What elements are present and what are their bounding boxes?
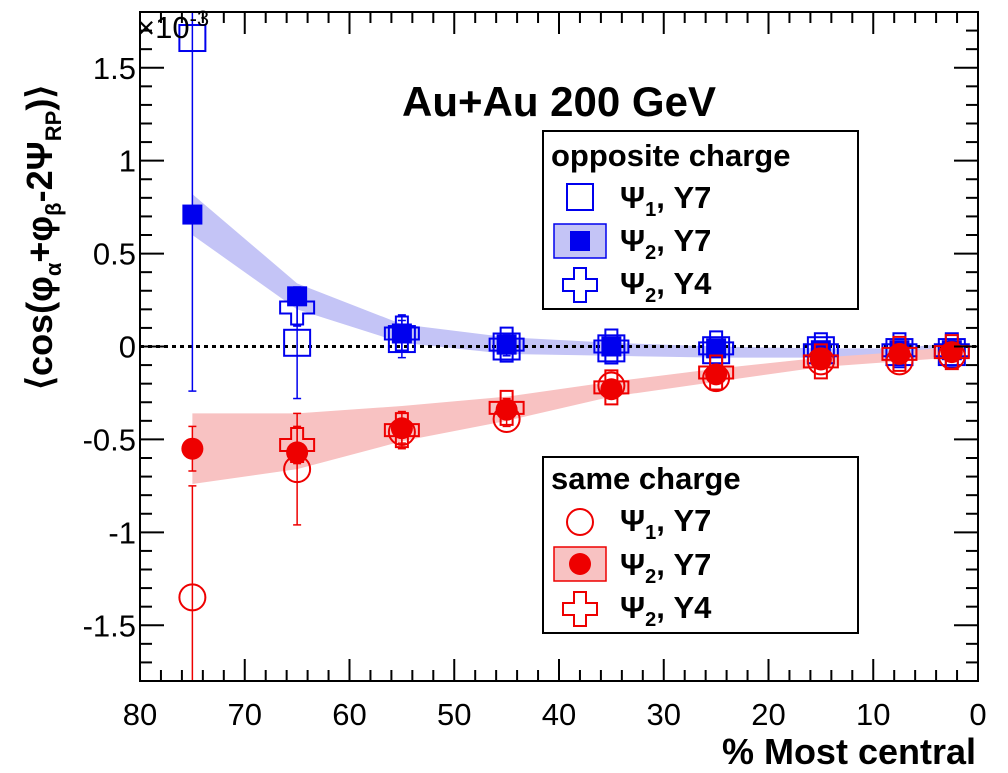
x-tick-label: 50 xyxy=(437,697,471,732)
opposite-psi1-y7-marker xyxy=(283,328,312,357)
opposite-psi1-y7-marker xyxy=(597,334,626,363)
legend-same-charge: same charge Ψ1, Y7 Ψ2, Y7 Ψ2, Y4 xyxy=(542,456,859,634)
y-tick-label: 1.5 xyxy=(93,51,136,86)
x-tick-label: 20 xyxy=(751,697,785,732)
opposite-psi1-y7-marker xyxy=(885,338,914,367)
legend-label: Ψ2, Y4 xyxy=(620,266,712,307)
legend-opposite-charge: opposite charge Ψ1, Y7 Ψ2, Y7 Ψ2, Y4 xyxy=(542,130,859,310)
opposite-psi2-y4-marker xyxy=(593,328,630,365)
x-tick-label: 70 xyxy=(228,697,262,732)
band-opposite-psi2-y7 xyxy=(192,194,952,360)
legend-marker-filled-square xyxy=(570,231,590,251)
x-axis-title: % Most central xyxy=(722,731,976,772)
bands-layer xyxy=(192,194,952,485)
same-psi1-y7-marker xyxy=(806,347,835,376)
opposite-psi2-y4-marker xyxy=(279,289,316,326)
opposite-psi2-y7-marker xyxy=(182,204,203,225)
same-psi1-y7-marker xyxy=(178,583,207,612)
same-psi2-y7-marker xyxy=(181,437,204,460)
y-exponent-label: ×10-3 xyxy=(137,6,209,45)
same-psi2-y4-marker xyxy=(593,369,630,406)
opposite-psi2-y4-marker xyxy=(383,315,420,352)
x-tick-label: 30 xyxy=(647,697,681,732)
y-tick-label: -1 xyxy=(108,515,136,550)
same-psi2-y4-marker xyxy=(802,343,839,380)
same-psi2-y4-marker xyxy=(383,412,420,449)
x-tick-label: 60 xyxy=(332,697,366,732)
same-psi2-y7-marker xyxy=(286,441,309,464)
same-psi2-y4-marker xyxy=(488,389,525,426)
opposite-psi1-y7-marker xyxy=(492,332,521,361)
tick-labels-layer: 80 70 60 50 40 30 20 10 0 1.5 1 0.5 0 -0.5 -1 -1.5 xyxy=(83,51,987,732)
legend-label: Ψ2, Y4 xyxy=(620,590,712,631)
legend-band-swatch xyxy=(553,223,607,259)
band-same-psi2-y7 xyxy=(192,346,952,485)
legend-marker-open-cross xyxy=(562,267,598,303)
x-tick-label: 0 xyxy=(969,697,986,732)
legend-label: Ψ2, Y7 xyxy=(620,547,711,588)
x-tick-label: 10 xyxy=(856,697,890,732)
legend-marker-open-circle xyxy=(566,508,594,536)
y-tick-label: -0.5 xyxy=(83,422,136,457)
opposite-psi2-y4-marker xyxy=(488,326,525,363)
same-psi2-y4-marker xyxy=(279,426,316,463)
same-psi2-y4-marker xyxy=(881,335,918,372)
y-tick-label: 1 xyxy=(119,144,136,179)
ticks-layer xyxy=(139,11,979,682)
legend-marker-open-cross xyxy=(562,591,598,627)
same-psi2-y7-marker xyxy=(888,342,911,365)
x-tick-label: 40 xyxy=(542,697,576,732)
legend-marker-filled-circle xyxy=(569,553,591,575)
legend-label: Ψ1, Y7 xyxy=(620,503,711,544)
legend-label: Ψ1, Y7 xyxy=(620,180,711,221)
legend-label: Ψ2, Y7 xyxy=(620,223,711,264)
y-tick-label: 0.5 xyxy=(93,237,136,272)
legend-title: opposite charge xyxy=(551,138,790,173)
y-axis-title: ⟨cos(φα+φβ-2ΨRP)⟩ xyxy=(19,85,66,390)
y-tick-label: 0 xyxy=(119,330,136,365)
y-tick-label: -1.5 xyxy=(83,608,136,643)
same-psi2-y7-marker xyxy=(940,341,963,364)
chart-title: Au+Au 200 GeV xyxy=(402,78,716,125)
legend-marker-open-square xyxy=(566,183,594,211)
opposite-psi1-y7-marker xyxy=(178,24,207,53)
legend-title: same charge xyxy=(551,461,741,496)
x-tick-label: 80 xyxy=(123,697,157,732)
opposite-psi1-y7-marker xyxy=(702,336,731,365)
same-psi2-y4-marker xyxy=(698,354,735,391)
